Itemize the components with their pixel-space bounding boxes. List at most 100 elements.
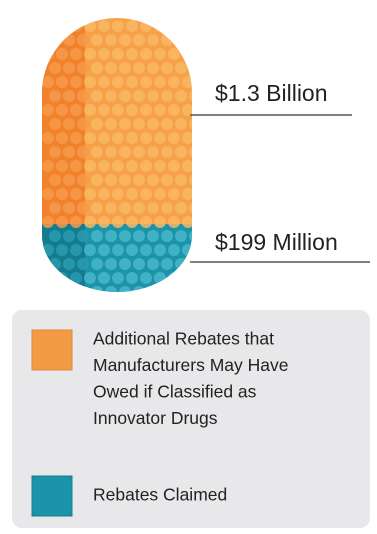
dot: [140, 244, 152, 256]
dot: [168, 104, 180, 116]
dot: [98, 244, 110, 256]
dot: [63, 34, 75, 46]
dot: [42, 20, 54, 32]
dot: [105, 62, 117, 74]
dot: [84, 216, 96, 228]
dot: [140, 20, 152, 32]
dot: [70, 160, 82, 172]
dot: [105, 118, 117, 130]
dot: [49, 202, 61, 214]
dot: [42, 76, 54, 88]
dot: [147, 118, 159, 130]
dot: [154, 272, 166, 284]
legend-swatch: [31, 475, 73, 517]
dot: [161, 118, 173, 130]
dot: [119, 202, 131, 214]
dot: [168, 20, 180, 32]
legend-text: Additional Rebates that Manufacturers May…: [93, 329, 289, 505]
dot: [182, 188, 192, 200]
dot: [112, 216, 124, 228]
dot: [91, 34, 103, 46]
dot: [77, 118, 89, 130]
dot: [133, 62, 145, 74]
dot: [84, 20, 96, 32]
dot: [133, 230, 145, 242]
dot: [189, 62, 192, 74]
dot: [49, 90, 61, 102]
dot: [98, 188, 110, 200]
dot: [175, 146, 187, 158]
dot: [42, 48, 54, 60]
upper-label: $1.3 Billion: [215, 80, 328, 106]
dot: [42, 104, 54, 116]
dot: [133, 34, 145, 46]
dot: [63, 230, 75, 242]
dot: [77, 230, 89, 242]
dot: [105, 230, 117, 242]
dot: [161, 90, 173, 102]
dot: [189, 90, 192, 102]
dot: [98, 216, 110, 228]
dot: [182, 216, 192, 228]
dot: [147, 34, 159, 46]
pill: [42, 18, 192, 292]
dot: [84, 76, 96, 88]
legend-label: Rebates Claimed: [93, 485, 227, 505]
dot: [189, 34, 192, 46]
dot: [70, 132, 82, 144]
dot: [189, 146, 192, 158]
dot: [140, 160, 152, 172]
dot: [154, 20, 166, 32]
dot: [140, 104, 152, 116]
dot: [105, 174, 117, 186]
dot: [77, 34, 89, 46]
dot: [182, 48, 192, 60]
dot: [147, 286, 159, 292]
dot: [189, 258, 192, 270]
dot: [84, 160, 96, 172]
dot: [126, 216, 138, 228]
dot: [182, 244, 192, 256]
dot: [133, 118, 145, 130]
dot: [189, 202, 192, 214]
dot: [154, 244, 166, 256]
dot: [140, 48, 152, 60]
dot: [77, 90, 89, 102]
dot: [98, 160, 110, 172]
dot: [119, 230, 131, 242]
dot: [77, 202, 89, 214]
dot: [112, 104, 124, 116]
dot: [119, 258, 131, 270]
lower-label: $199 Million: [215, 229, 338, 255]
dot: [70, 48, 82, 60]
dot: [49, 118, 61, 130]
dot: [126, 20, 138, 32]
dot: [49, 62, 61, 74]
dot: [56, 216, 68, 228]
dot: [154, 76, 166, 88]
dot: [189, 174, 192, 186]
dot: [56, 104, 68, 116]
dot: [126, 272, 138, 284]
dot: [161, 34, 173, 46]
dot: [98, 272, 110, 284]
dot: [91, 258, 103, 270]
dot: [126, 244, 138, 256]
dot: [119, 146, 131, 158]
legend-box: [12, 310, 370, 528]
dot: [91, 62, 103, 74]
dot: [112, 76, 124, 88]
dot: [126, 76, 138, 88]
dot: [63, 146, 75, 158]
dot: [70, 272, 82, 284]
dot: [56, 48, 68, 60]
dot: [105, 34, 117, 46]
dot: [49, 174, 61, 186]
dot: [63, 202, 75, 214]
dot: [63, 90, 75, 102]
dot: [133, 90, 145, 102]
dot: [70, 104, 82, 116]
dot: [140, 272, 152, 284]
dot: [49, 258, 61, 270]
dot: [182, 160, 192, 172]
